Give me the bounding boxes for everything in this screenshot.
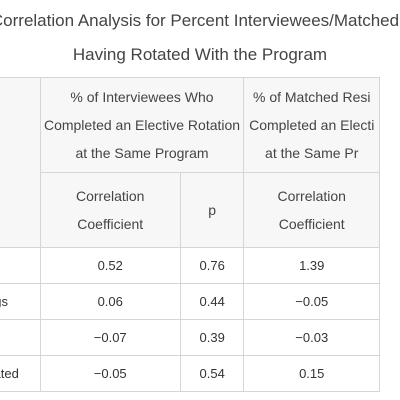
cell-corr-1: 0.52	[39, 247, 181, 284]
cell-p-1: 0.54	[179, 355, 245, 392]
row-label-header	[0, 77, 41, 248]
table-row: cated −0.05 0.54 0.15	[0, 355, 380, 392]
row-label: ts	[0, 319, 41, 356]
title-line-2: Having Rotated With the Program	[72, 45, 328, 64]
table-row: ts −0.07 0.39 −0.03	[0, 319, 380, 356]
table-row: 0.52 0.76 1.39	[0, 247, 380, 284]
table-row: ngs 0.06 0.44 −0.05	[0, 283, 380, 320]
group2-line-1: % of Matched Resi	[252, 89, 371, 105]
cell-corr-2: −0.05	[243, 283, 380, 320]
cell-corr-1: −0.07	[39, 319, 181, 356]
coef-label-1: Coefficient	[77, 216, 144, 232]
subheader-p-1: p	[179, 172, 245, 248]
cell-corr-2: 0.15	[243, 355, 380, 392]
corr-label-2: Correlation	[277, 188, 346, 204]
group1-line-3: at the Same Program	[75, 145, 209, 161]
row-label	[0, 247, 41, 284]
row-label: ngs	[0, 283, 41, 320]
corr-label-1: Correlation	[75, 188, 145, 204]
coef-label-2: Coefficient	[278, 216, 345, 232]
group2-line-2: Completed an Electi	[249, 117, 375, 133]
cell-corr-2: −0.03	[243, 319, 380, 356]
cell-corr-1: −0.05	[39, 355, 181, 392]
cell-corr-1: 0.06	[39, 283, 181, 320]
group1-line-2: Completed an Elective Rotation	[43, 117, 241, 133]
cell-p-1: 0.44	[179, 283, 245, 320]
group1-line-1: % of Interviewees Who	[70, 89, 214, 105]
title-line-1: Correlation Analysis for Percent Intervi…	[0, 11, 400, 30]
subheader-correlation-1: Correlation Coefficient	[39, 172, 181, 248]
correlation-table: % of Interviewees Who Completed an Elect…	[0, 77, 380, 392]
table-title: Correlation Analysis for Percent Intervi…	[0, 4, 400, 72]
cell-corr-2: 1.39	[243, 247, 380, 284]
group-header-matched: % of Matched Resi Completed an Electi at…	[243, 77, 380, 173]
group-header-interviewees: % of Interviewees Who Completed an Elect…	[39, 77, 245, 173]
subheader-correlation-2: Correlation Coefficient	[243, 172, 380, 248]
row-label: cated	[0, 355, 41, 392]
cell-p-1: 0.76	[179, 247, 245, 284]
cell-p-1: 0.39	[179, 319, 245, 356]
group2-line-3: at the Same Pr	[265, 145, 359, 161]
